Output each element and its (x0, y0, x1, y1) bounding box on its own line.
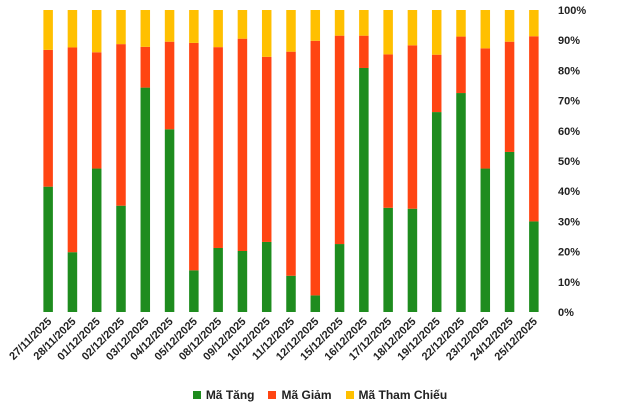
bar-segment-giam-14 (359, 35, 369, 68)
bar-segment-tham-chieu-1 (43, 10, 53, 50)
bar-segment-tang-14 (359, 67, 369, 312)
bar-segment-giam-21 (529, 36, 539, 222)
bar-segment-giam-19 (480, 48, 491, 169)
bar-segment-tham-chieu-3 (91, 10, 102, 53)
bar-segment-tang-6 (164, 129, 175, 312)
y-tick-label: 0% (558, 307, 574, 319)
bar-segment-tang-11 (286, 275, 296, 312)
bar-segment-tang-13 (334, 244, 345, 312)
bar-segment-tang-12 (310, 295, 321, 312)
bar-segment-tang-5 (140, 87, 151, 312)
legend-label-tang: Mã Tăng (205, 388, 255, 402)
bar-segment-tham-chieu-7 (189, 10, 199, 43)
bar-segment-tang-7 (189, 270, 199, 312)
bar-segment-tham-chieu-5 (140, 10, 151, 47)
legend-swatch-tang (192, 391, 201, 399)
bar-segment-tham-chieu-15 (383, 10, 393, 55)
bar-segment-tang-17 (431, 112, 442, 312)
bar-segment-tham-chieu-10 (261, 10, 272, 57)
bar-segment-tang-20 (504, 151, 515, 312)
bar-segment-tang-8 (213, 247, 223, 312)
bar-segment-tham-chieu-21 (529, 10, 539, 37)
bar-segment-tang-1 (43, 186, 53, 312)
bar-segment-giam-17 (431, 54, 442, 113)
bar-segment-giam-20 (504, 41, 515, 152)
legend-item-tham-chieu: Mã Tham Chiếu (345, 388, 448, 402)
bar-segment-tham-chieu-11 (286, 10, 296, 52)
bar-segment-giam-16 (407, 45, 418, 209)
legend-label-giam: Mã Giảm (281, 388, 332, 402)
bar-segment-tham-chieu-18 (456, 10, 466, 37)
bar-segment-tham-chieu-9 (237, 10, 248, 39)
bar-segment-tang-3 (91, 168, 102, 312)
legend-label-tham-chieu: Mã Tham Chiếu (358, 388, 448, 402)
bar-segment-tham-chieu-19 (480, 10, 491, 49)
y-tick-label: 90% (558, 35, 580, 47)
bar-segment-tang-2 (67, 252, 78, 312)
bar-segment-giam-15 (383, 54, 393, 208)
bar-segment-tang-9 (237, 251, 248, 312)
bar-segment-tang-18 (456, 93, 466, 312)
bar-segment-giam-13 (334, 35, 345, 245)
bar-segment-giam-1 (43, 49, 53, 187)
bar-segment-giam-7 (189, 42, 199, 271)
bar-segment-giam-9 (237, 38, 248, 251)
legend-item-tang: Mã Tăng (192, 388, 255, 402)
y-tick-label: 60% (558, 126, 580, 138)
bar-segment-tham-chieu-8 (213, 10, 223, 48)
bar-segment-tham-chieu-6 (164, 10, 175, 42)
bar-segment-tham-chieu-20 (504, 10, 515, 42)
bar-segment-giam-3 (91, 52, 102, 169)
y-tick-label: 100% (558, 5, 586, 17)
bar-segment-giam-4 (116, 44, 126, 206)
bar-segment-giam-8 (213, 47, 223, 248)
bar-segment-tham-chieu-13 (334, 10, 345, 36)
legend-item-giam: Mã Giảm (268, 388, 332, 402)
legend-swatch-giam (268, 391, 277, 399)
y-tick-label: 40% (558, 186, 580, 198)
bar-segment-tham-chieu-4 (116, 10, 126, 45)
chart-legend: Mã Tăng Mã Giảm Mã Tham Chiếu (0, 386, 640, 404)
bar-segment-tang-21 (529, 221, 539, 312)
bar-segment-tham-chieu-2 (67, 10, 78, 48)
y-tick-label: 50% (558, 156, 580, 168)
y-tick-label: 10% (558, 277, 580, 289)
bar-segment-tang-15 (383, 207, 393, 312)
bar-segment-giam-6 (164, 41, 175, 130)
bar-segment-giam-18 (456, 36, 466, 94)
bar-segment-tang-10 (261, 241, 272, 312)
bar-segment-giam-11 (286, 51, 296, 276)
bar-segment-tang-4 (116, 205, 126, 312)
bar-segment-tang-19 (480, 168, 491, 312)
bar-segment-giam-12 (310, 40, 321, 296)
y-tick-label: 70% (558, 96, 580, 108)
bar-segment-tham-chieu-12 (310, 10, 321, 41)
y-tick-label: 30% (558, 216, 580, 228)
bar-segment-giam-10 (261, 56, 272, 242)
bar-segment-giam-2 (67, 47, 78, 253)
bar-segment-tham-chieu-17 (431, 10, 442, 55)
legend-swatch-tham-chieu (345, 391, 354, 399)
bar-segment-tang-16 (407, 208, 418, 312)
bar-segment-giam-5 (140, 46, 151, 88)
bar-segment-tham-chieu-16 (407, 10, 418, 46)
bar-segment-tham-chieu-14 (359, 10, 369, 36)
y-tick-label: 80% (558, 65, 580, 77)
y-tick-label: 20% (558, 247, 580, 259)
